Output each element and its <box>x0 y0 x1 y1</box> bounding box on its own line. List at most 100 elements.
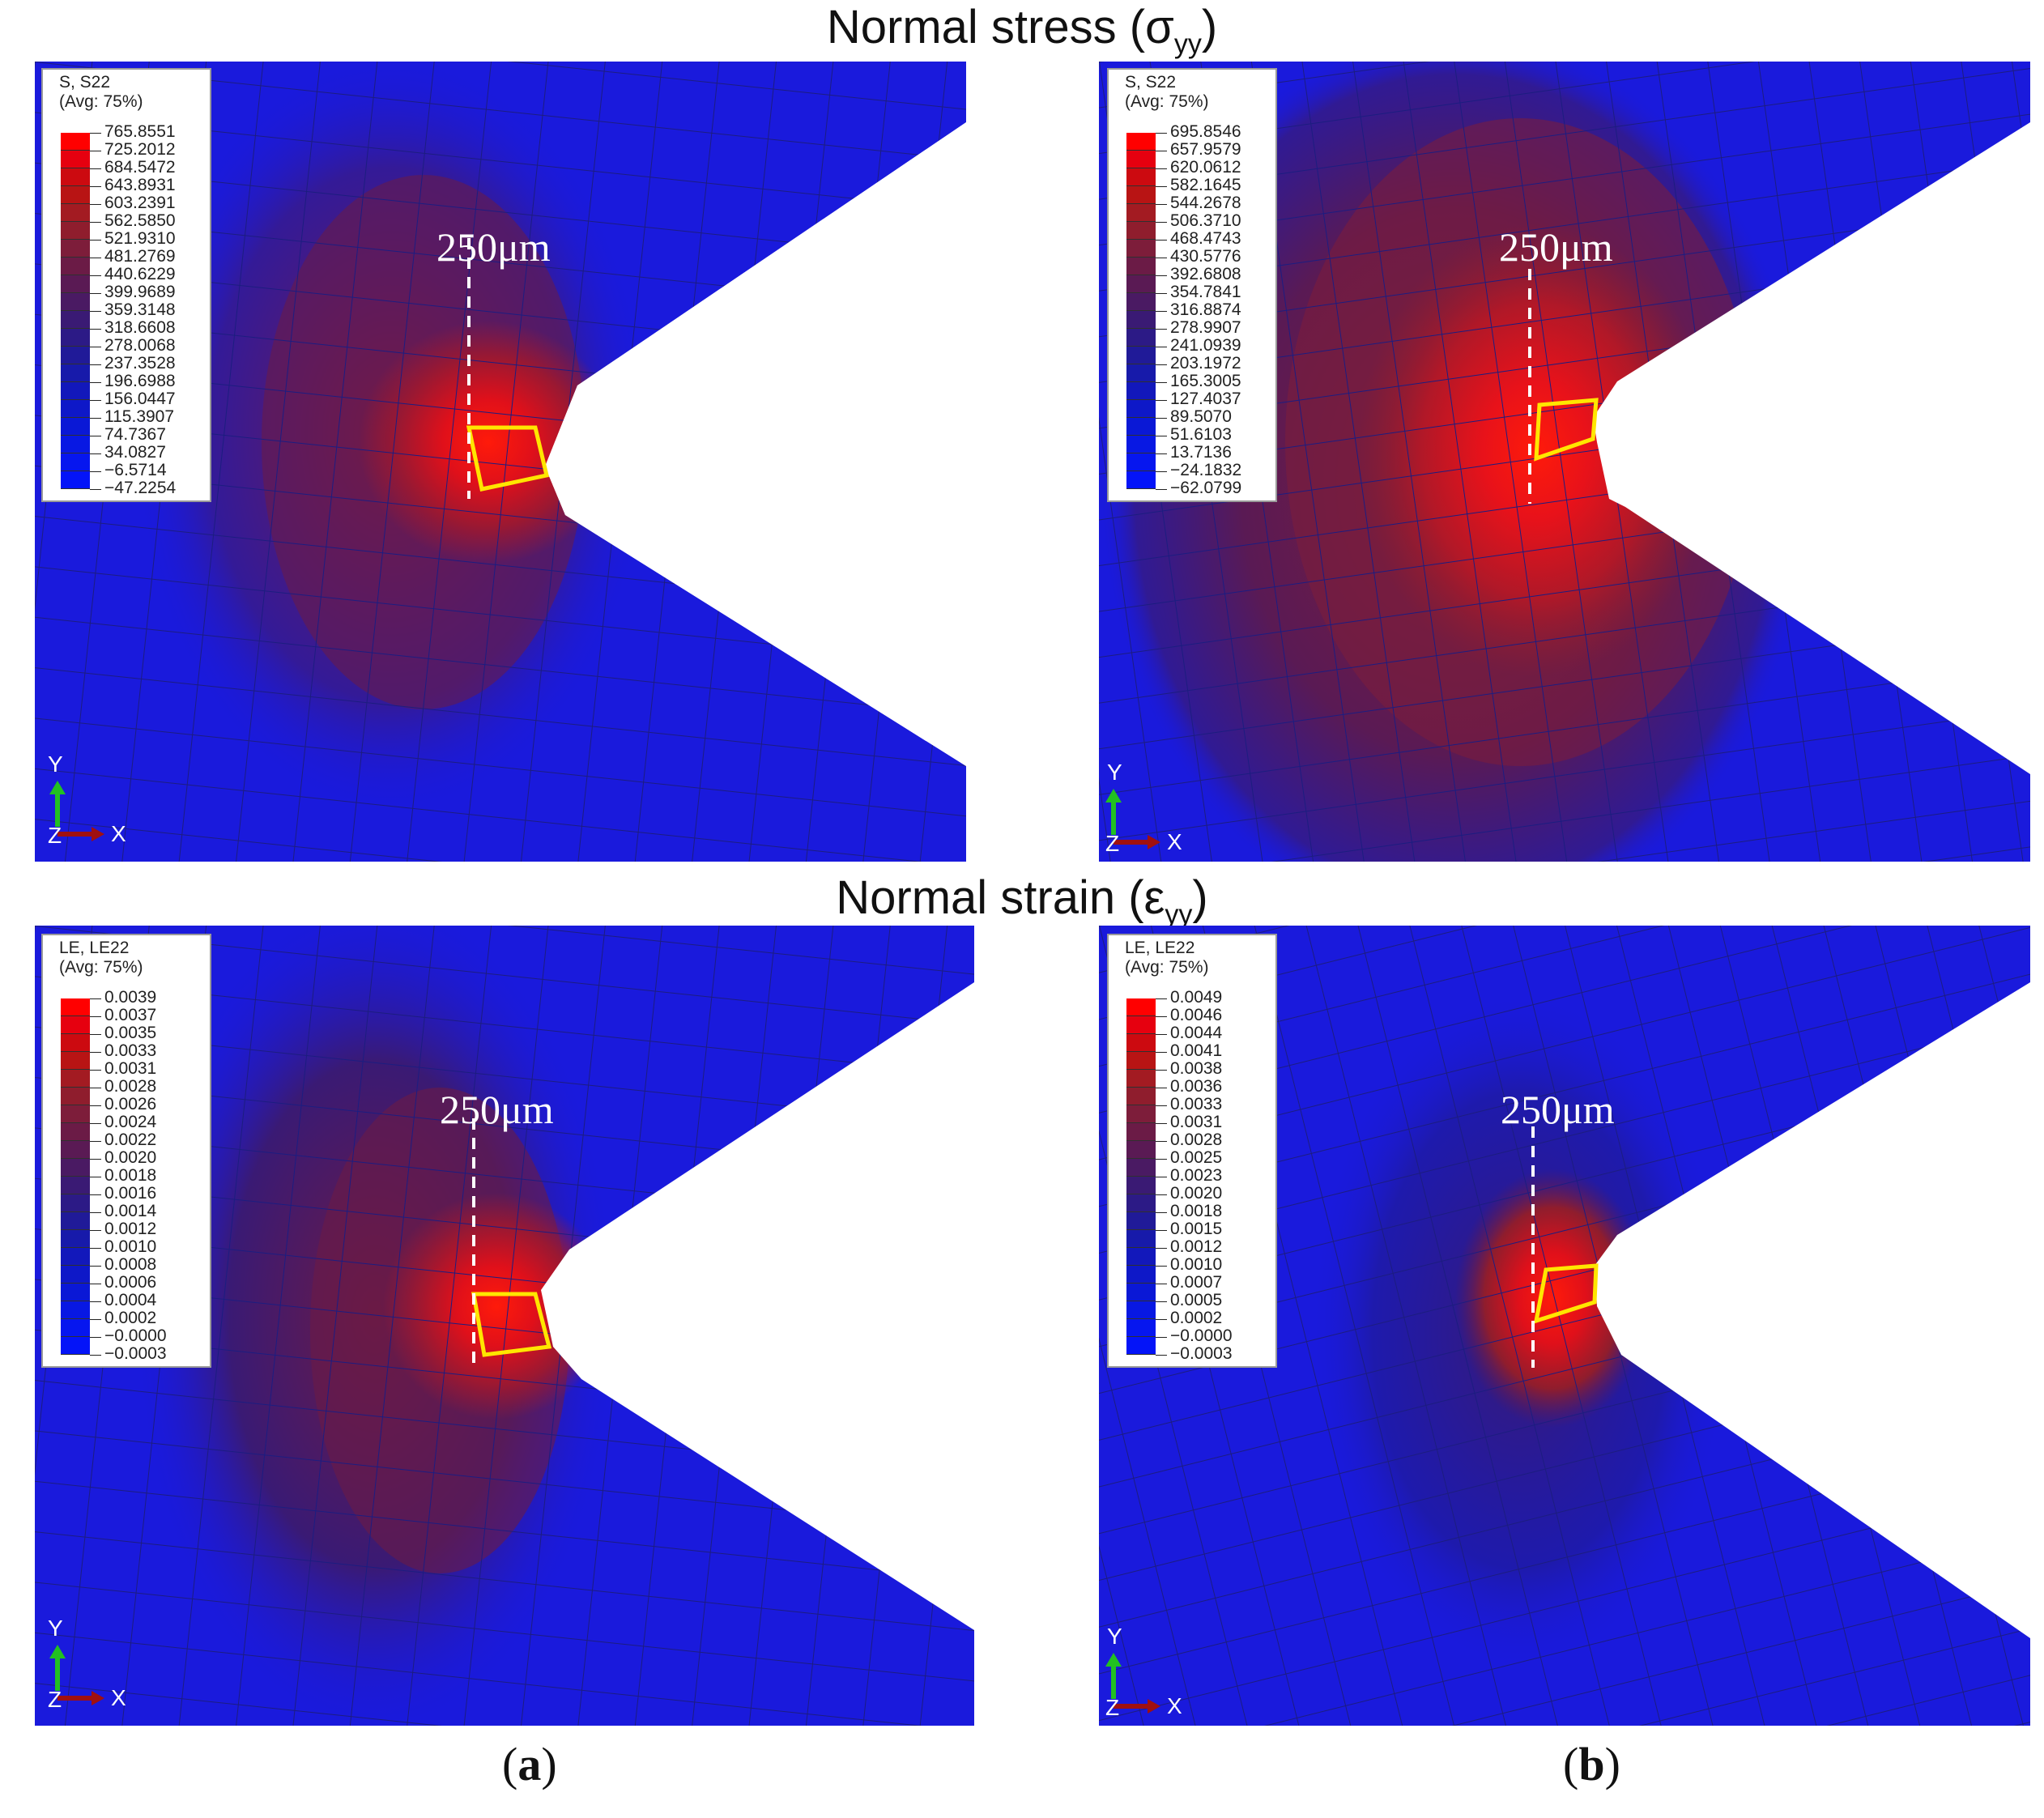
triad-x-label: X <box>111 821 126 846</box>
legend-value: 0.0002 <box>104 1309 157 1327</box>
legend-color-band <box>1126 418 1156 436</box>
legend-variable: S, S22 <box>59 73 111 92</box>
legend-value: 0.0024 <box>104 1113 157 1131</box>
legend-value: 0.0007 <box>1170 1273 1223 1292</box>
legend-tick <box>90 1337 101 1338</box>
scale-marker-label: 250μm <box>1499 224 1613 270</box>
legend-color-band <box>61 1052 90 1070</box>
legend-color-band <box>1126 364 1156 382</box>
legend-color-band <box>1126 347 1156 364</box>
legend-value: 51.6103 <box>1170 425 1232 444</box>
legend-color-band <box>61 1301 90 1319</box>
legend-tick <box>90 418 101 419</box>
triad-y-label: Y <box>48 751 63 777</box>
legend-value: 0.0020 <box>104 1148 157 1167</box>
legend-tick <box>1156 1194 1167 1195</box>
legend-color-band <box>61 151 90 168</box>
strain-title-subscript: yy <box>1165 899 1193 930</box>
legend-value: 156.0447 <box>104 390 176 408</box>
legend-averaging: (Avg: 75%) <box>59 958 143 977</box>
legend-color-band <box>1126 1177 1156 1194</box>
legend-value: 359.3148 <box>104 300 176 319</box>
legend-color-band <box>61 186 90 204</box>
triad-z-label: Z <box>48 1687 62 1712</box>
legend-value: 643.8931 <box>104 176 176 194</box>
legend-value: 430.5776 <box>1170 247 1241 266</box>
legend-color-band <box>1126 382 1156 400</box>
legend-value: 196.6988 <box>104 372 176 390</box>
legend-value: 506.3710 <box>1170 211 1241 230</box>
legend-color-band <box>1126 1034 1156 1052</box>
legend-color-band <box>1126 329 1156 347</box>
legend-color-band <box>61 418 90 436</box>
legend-color-band <box>61 1230 90 1248</box>
legend-color-band <box>1126 471 1156 489</box>
legend-tick <box>90 133 101 134</box>
legend-color-band <box>1126 1266 1156 1284</box>
legend-color-band <box>61 1070 90 1088</box>
legend-value: 0.0012 <box>1170 1237 1223 1256</box>
legend-value: 0.0010 <box>104 1237 157 1256</box>
legend-value: −0.0000 <box>104 1326 167 1345</box>
scale-marker-label: 250μm <box>440 1087 554 1132</box>
triad-x-label: X <box>1167 1693 1182 1718</box>
legend-value: 0.0022 <box>104 1130 157 1149</box>
legend-value: 0.0018 <box>104 1166 157 1185</box>
legend-tick <box>90 1212 101 1213</box>
legend-tick <box>1156 382 1167 383</box>
legend-color-band <box>61 1319 90 1337</box>
legend-color-band <box>61 258 90 275</box>
legend-color-band <box>61 168 90 186</box>
legend-tick <box>1156 453 1167 454</box>
panel-b-strain: LE, LE22 (Avg: 75%) 0.0049 0.0046 0.0044 0.… <box>1099 926 2030 1726</box>
legend-tick <box>1156 1337 1167 1338</box>
legend-value: 278.9907 <box>1170 318 1241 337</box>
legend-value: 0.0005 <box>1170 1291 1223 1309</box>
legend-color-band <box>1126 186 1156 204</box>
legend-color-band <box>61 293 90 311</box>
legend-value: 399.9689 <box>104 283 176 301</box>
legend-color-band <box>61 453 90 471</box>
legend-color-band <box>1126 275 1156 293</box>
legend-value: 544.2678 <box>1170 194 1241 212</box>
legend-color-band <box>61 364 90 382</box>
panel-a-stress-legend: S, S22 (Avg: 75%) 765.8551 725.2012 684.54… <box>41 68 211 502</box>
legend-value: 237.3528 <box>104 354 176 373</box>
legend-color-band <box>1126 1284 1156 1301</box>
legend-color-band <box>61 1266 90 1284</box>
legend-value: 0.0012 <box>104 1220 157 1238</box>
legend-color-band <box>1126 1337 1156 1355</box>
legend-value: 562.5850 <box>104 211 176 230</box>
legend-tick <box>1156 168 1167 169</box>
legend-color-band <box>61 329 90 347</box>
legend-color-band <box>61 1105 90 1123</box>
legend-tick <box>90 1248 101 1249</box>
legend-value: 695.8546 <box>1170 122 1241 141</box>
legend-tick <box>90 1034 101 1035</box>
legend-color-band <box>61 1177 90 1194</box>
legend-tick <box>90 275 101 276</box>
legend-color-band <box>61 1141 90 1159</box>
legend-tick <box>1156 204 1167 205</box>
legend-color-band <box>1126 204 1156 222</box>
caption-a-close: ) <box>541 1738 557 1790</box>
legend-value: 0.0015 <box>1170 1220 1223 1238</box>
legend-value: −47.2254 <box>104 479 177 497</box>
legend-color-band <box>1126 1194 1156 1212</box>
legend-tick <box>90 471 101 472</box>
legend-color-band <box>61 436 90 453</box>
legend-tick <box>1156 133 1167 134</box>
legend-tick <box>90 1266 101 1267</box>
triad-y-label: Y <box>1107 1624 1122 1649</box>
legend-color-band <box>1126 453 1156 471</box>
legend-tick <box>90 382 101 383</box>
legend-value: 481.2769 <box>104 247 176 266</box>
triad-z-label: Z <box>48 823 62 848</box>
legend-tick <box>90 1052 101 1053</box>
legend-color-band <box>1126 133 1156 151</box>
legend-tick <box>1156 1141 1167 1142</box>
legend-tick <box>1156 1248 1167 1249</box>
legend-value: 684.5472 <box>104 158 176 177</box>
legend-tick <box>90 1123 101 1124</box>
legend-value: 0.0031 <box>104 1059 157 1078</box>
